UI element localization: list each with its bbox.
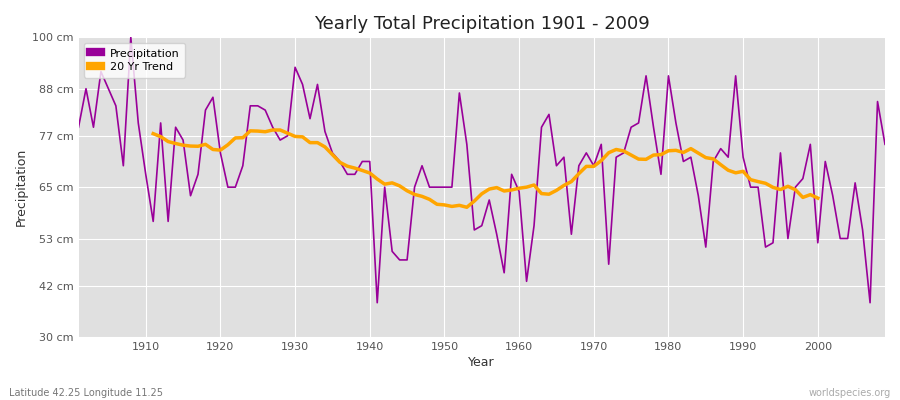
Text: Latitude 42.25 Longitude 11.25: Latitude 42.25 Longitude 11.25 bbox=[9, 388, 163, 398]
Precipitation bbox=[372, 300, 382, 305]
X-axis label: Year: Year bbox=[469, 356, 495, 369]
20 Yr Trend bbox=[626, 153, 636, 158]
Y-axis label: Precipitation: Precipitation bbox=[15, 148, 28, 226]
20 Yr Trend bbox=[813, 196, 824, 200]
20 Yr Trend bbox=[462, 205, 472, 210]
Line: Precipitation: Precipitation bbox=[78, 37, 885, 303]
Precipitation bbox=[618, 150, 629, 155]
Precipitation bbox=[528, 223, 539, 228]
Precipitation bbox=[125, 35, 136, 40]
20 Yr Trend bbox=[148, 131, 158, 136]
Precipitation bbox=[349, 172, 360, 177]
20 Yr Trend bbox=[357, 168, 368, 173]
20 Yr Trend bbox=[267, 128, 278, 132]
Precipitation bbox=[73, 125, 84, 130]
Line: 20 Yr Trend: 20 Yr Trend bbox=[153, 130, 818, 207]
Precipitation bbox=[140, 172, 151, 177]
20 Yr Trend bbox=[797, 195, 808, 200]
Precipitation bbox=[879, 142, 890, 147]
20 Yr Trend bbox=[730, 170, 741, 175]
Title: Yearly Total Precipitation 1901 - 2009: Yearly Total Precipitation 1901 - 2009 bbox=[314, 15, 650, 33]
20 Yr Trend bbox=[238, 135, 248, 140]
Precipitation bbox=[521, 279, 532, 284]
Legend: Precipitation, 20 Yr Trend: Precipitation, 20 Yr Trend bbox=[84, 43, 184, 78]
Precipitation bbox=[304, 116, 315, 121]
20 Yr Trend bbox=[716, 162, 726, 167]
Text: worldspecies.org: worldspecies.org bbox=[809, 388, 891, 398]
